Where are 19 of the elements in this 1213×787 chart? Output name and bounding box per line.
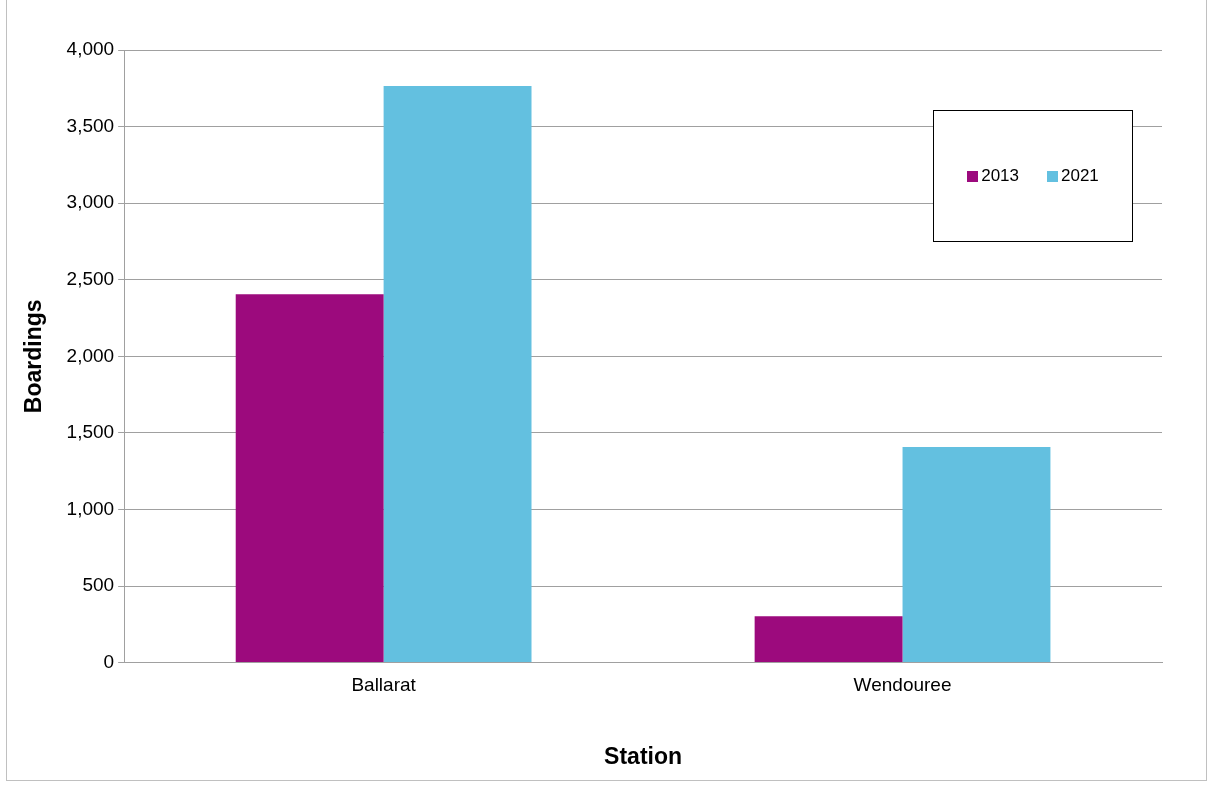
y-tick-label: 3,000 xyxy=(66,191,115,213)
y-tick-label: 500 xyxy=(82,574,115,596)
x-axis-title: Station xyxy=(604,742,683,769)
legend-label: 2021 xyxy=(1061,166,1099,186)
y-tick-label: 1,500 xyxy=(66,421,115,443)
bar xyxy=(902,447,1051,663)
y-tick-label: 2,500 xyxy=(66,267,115,289)
bar xyxy=(754,616,903,663)
y-tick-label: 2,000 xyxy=(66,344,115,366)
legend-label: 2013 xyxy=(981,166,1019,186)
y-axis-title: Boardings xyxy=(20,299,47,414)
bar xyxy=(383,85,532,663)
y-tick-label: 0 xyxy=(103,650,115,672)
y-tick-label: 3,500 xyxy=(66,114,115,136)
x-tick-label: Ballarat xyxy=(351,674,417,696)
y-tick-label: 1,000 xyxy=(66,497,115,519)
x-tick-label: Wendouree xyxy=(853,674,952,696)
y-tick-label: 4,000 xyxy=(66,38,115,60)
bar xyxy=(235,294,384,663)
